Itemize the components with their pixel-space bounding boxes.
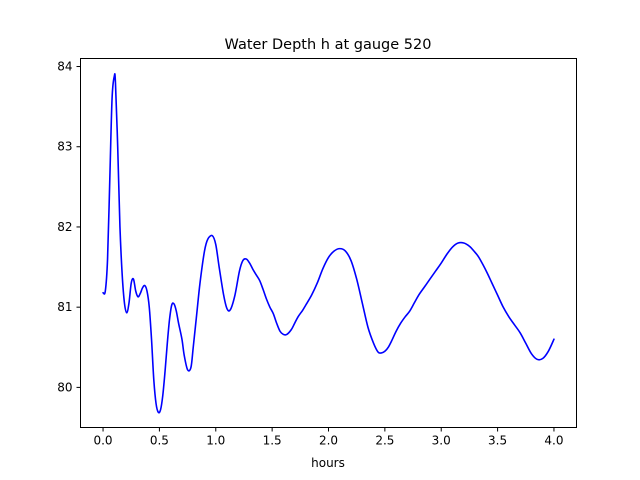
chart-title: Water Depth h at gauge 520	[225, 37, 432, 53]
x-tick-label: 0.5	[150, 434, 169, 448]
x-tick-label: 0.0	[93, 434, 112, 448]
plot-frame	[80, 58, 577, 428]
y-tick-label: 80	[57, 380, 72, 394]
x-tick-label: 3.0	[432, 434, 451, 448]
x-tick-label: 1.0	[206, 434, 225, 448]
plot-area	[102, 73, 555, 414]
axis-ticks: 0.0 0.5 1.0 1.5 2.0 2.5 3.0 3.5 4.0 80 81 82 83 84	[57, 60, 563, 448]
x-tick-label: 2.0	[319, 434, 338, 448]
x-tick-label: 2.5	[375, 434, 394, 448]
x-axis-label: hours	[311, 456, 345, 470]
series-line-0	[102, 73, 555, 414]
x-tick-label: 3.5	[488, 434, 507, 448]
y-tick-label: 81	[57, 300, 72, 314]
y-tick-label: 82	[57, 220, 72, 234]
x-tick-label: 1.5	[263, 434, 282, 448]
y-tick-label: 83	[57, 140, 72, 154]
x-tick-label: 4.0	[544, 434, 563, 448]
y-tick-label: 84	[57, 60, 72, 74]
